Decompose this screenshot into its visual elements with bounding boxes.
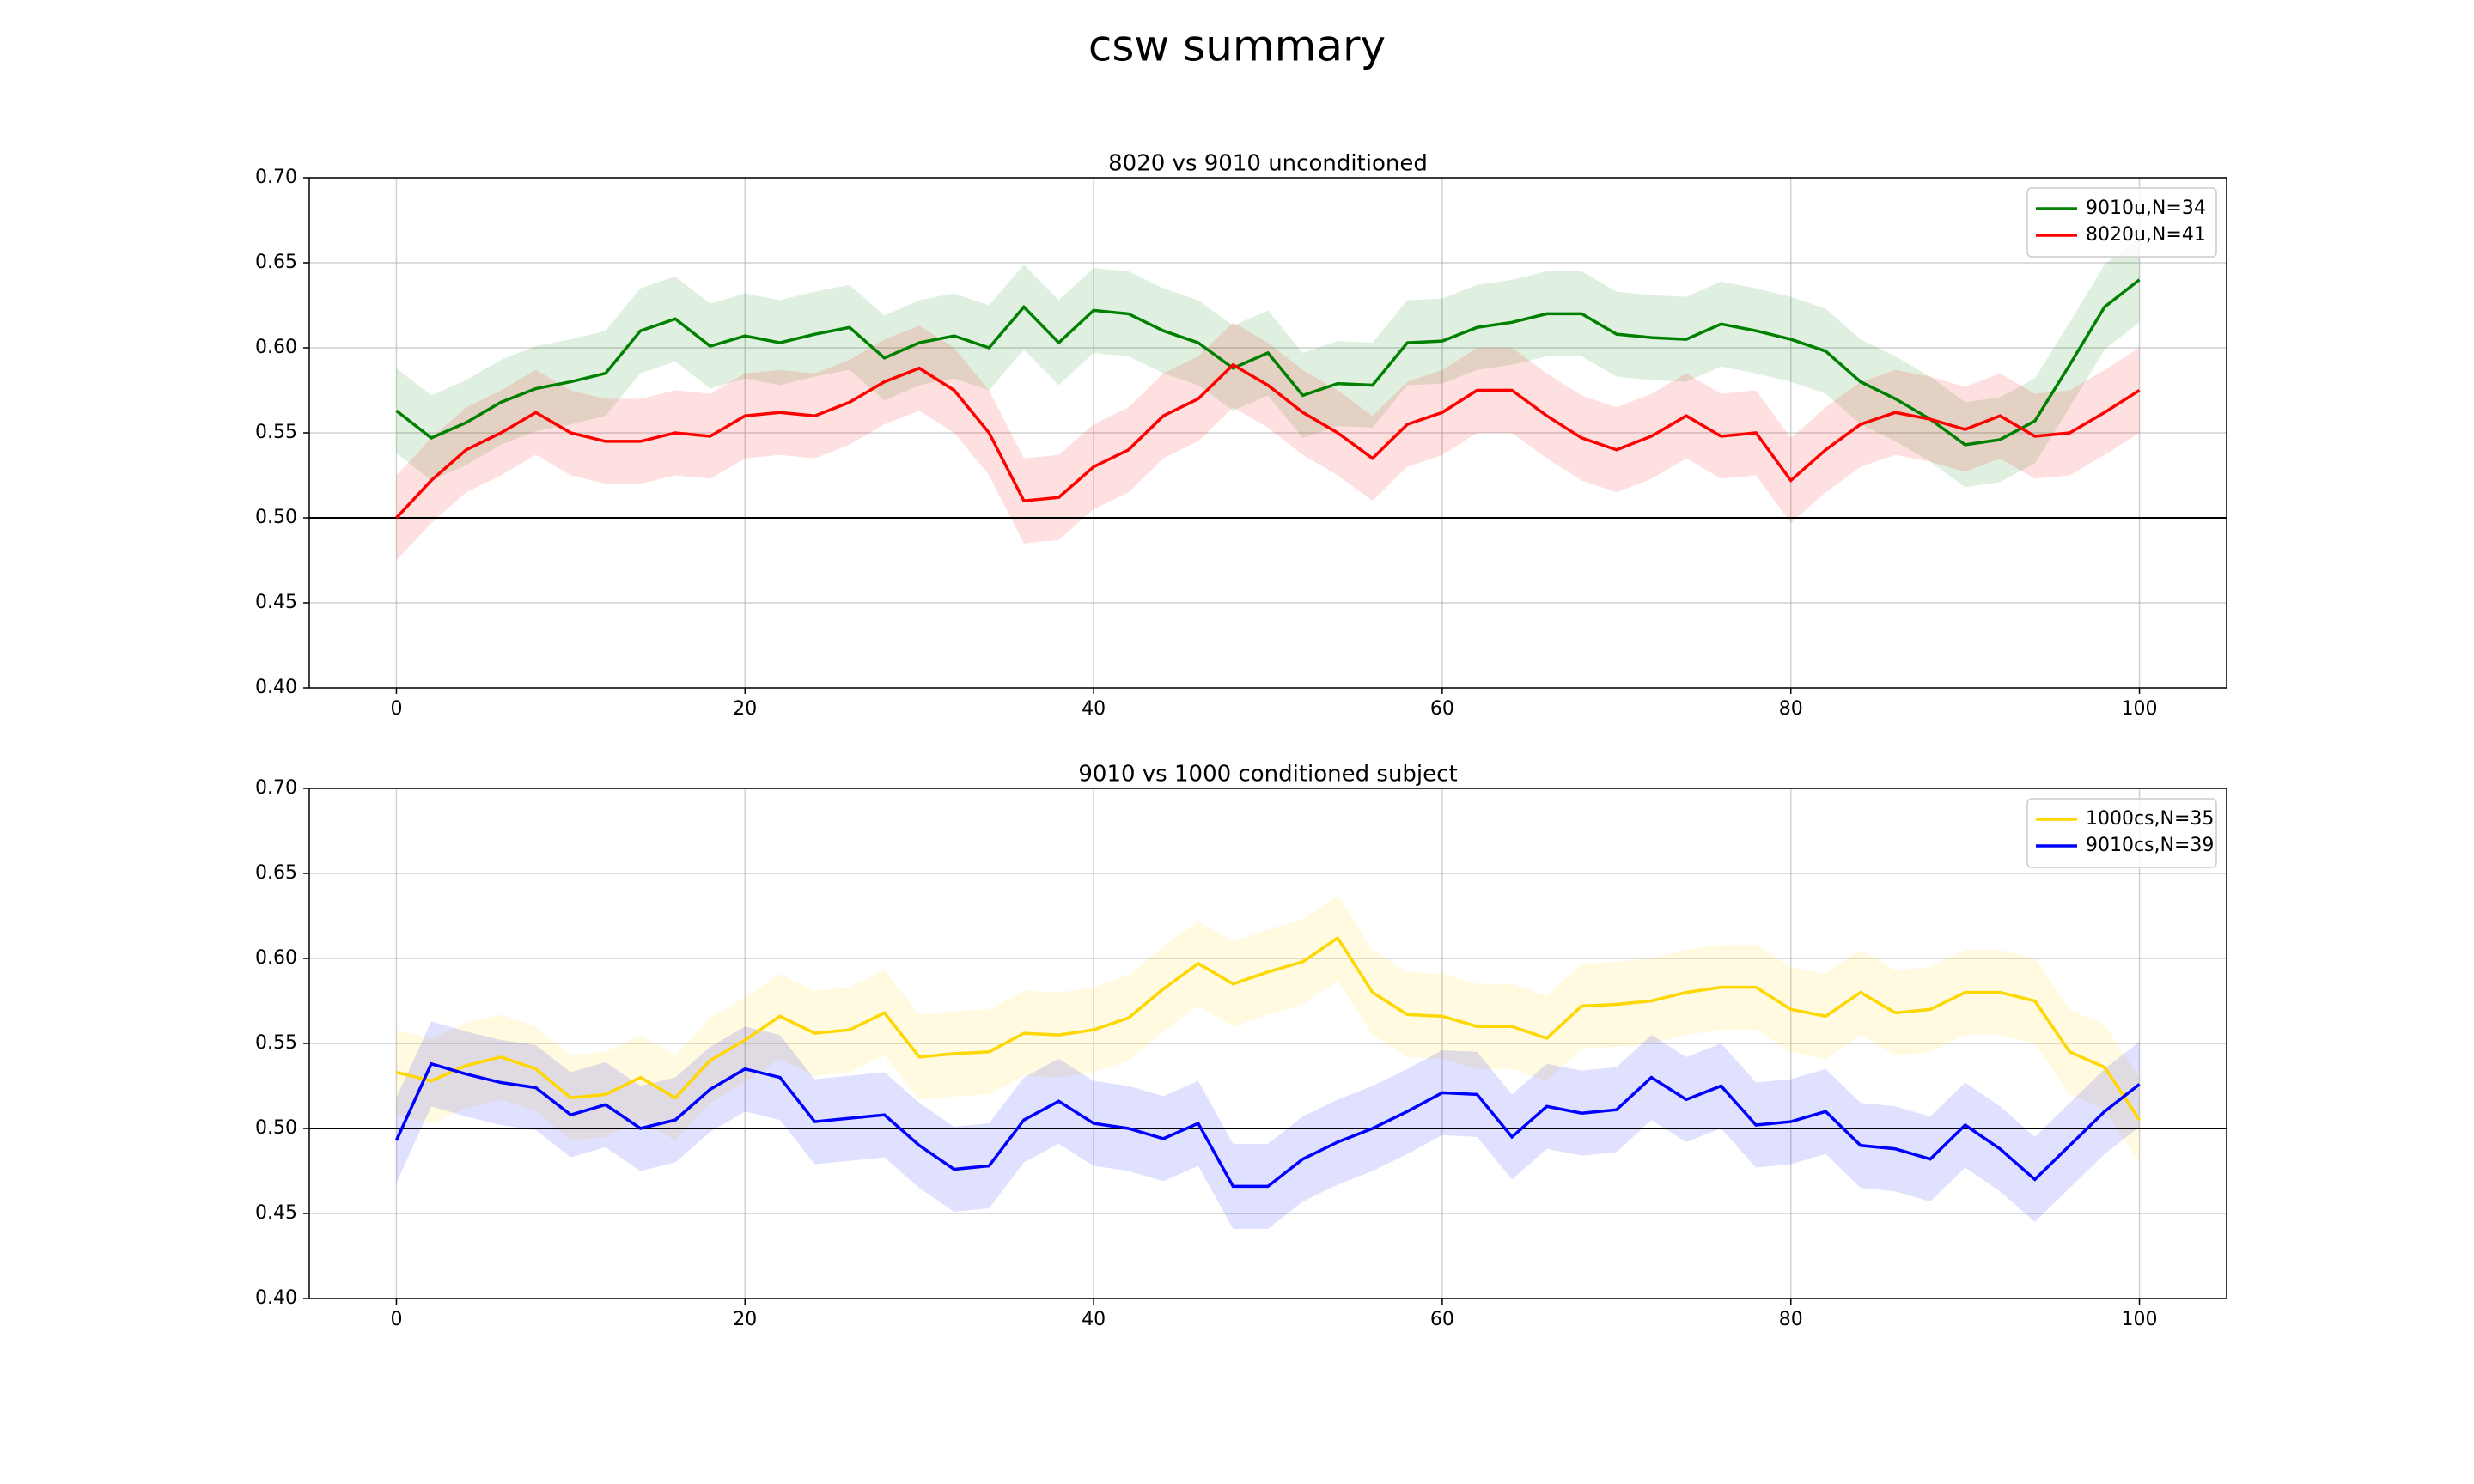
y-tick-label: 0.70 — [255, 167, 297, 188]
legend-box — [2026, 187, 2217, 258]
series-line — [394, 1061, 2141, 1189]
y-tick-label: 0.55 — [255, 1032, 297, 1054]
x-tick-label: 0 — [390, 698, 402, 720]
x-tick-label: 100 — [2122, 698, 2158, 720]
legend-box — [2026, 798, 2217, 868]
axes-frame — [308, 788, 2227, 1299]
confidence-band — [396, 322, 2140, 561]
axes: 0.40 0.45 0.50 0.55 0.60 0.65 0.70 0 20 40 60 80 100… — [255, 762, 2227, 1330]
x-tick-label: 40 — [1082, 698, 1106, 720]
y-tick-label: 0.60 — [255, 337, 297, 358]
x-tick-label: 60 — [1430, 698, 1454, 720]
y-tick-label: 0.60 — [255, 947, 297, 969]
x-tick-label: 0 — [390, 1309, 402, 1330]
axes: 0.40 0.45 0.50 0.55 0.60 0.65 0.70 0 20 40 60 80 100… — [255, 151, 2227, 720]
legend-label: 8020u,N=41 — [2086, 224, 2206, 246]
x-tick-label: 80 — [1779, 1309, 1803, 1330]
y-tick-label: 0.45 — [255, 592, 297, 613]
series-line — [395, 362, 2141, 520]
x-tick-label: 20 — [733, 698, 757, 720]
y-tick-label: 0.65 — [255, 862, 297, 884]
y-tick-label: 0.70 — [255, 777, 297, 799]
y-tick-label: 0.40 — [255, 677, 297, 698]
legend-label: 1000cs,N=35 — [2086, 808, 2214, 830]
series-line — [396, 935, 2142, 1122]
x-tick-label: 40 — [1082, 1309, 1106, 1330]
y-tick-label: 0.65 — [255, 252, 297, 273]
y-tick-label: 0.45 — [255, 1202, 297, 1224]
series-line — [395, 278, 2141, 447]
legend-label: 9010cs,N=39 — [2086, 835, 2214, 856]
x-tick-label: 80 — [1779, 698, 1803, 720]
x-tick-label: 60 — [1430, 1309, 1454, 1330]
legend-label: 9010u,N=34 — [2086, 198, 2206, 219]
axes-title: 8020 vs 9010 unconditioned — [1108, 151, 1428, 177]
figure-title: csw summary — [1088, 21, 1386, 71]
confidence-band — [396, 237, 2140, 488]
axes-title: 9010 vs 1000 conditioned subject — [1078, 762, 1457, 788]
x-tick-label: 100 — [2122, 1309, 2158, 1330]
confidence-band — [396, 895, 2140, 1163]
y-tick-label: 0.50 — [255, 507, 297, 528]
y-tick-label: 0.50 — [255, 1117, 297, 1139]
axes-frame — [308, 177, 2227, 689]
y-tick-label: 0.40 — [255, 1287, 297, 1309]
confidence-band — [396, 1021, 2140, 1229]
x-tick-label: 20 — [733, 1309, 757, 1330]
y-tick-label: 0.55 — [255, 422, 297, 443]
